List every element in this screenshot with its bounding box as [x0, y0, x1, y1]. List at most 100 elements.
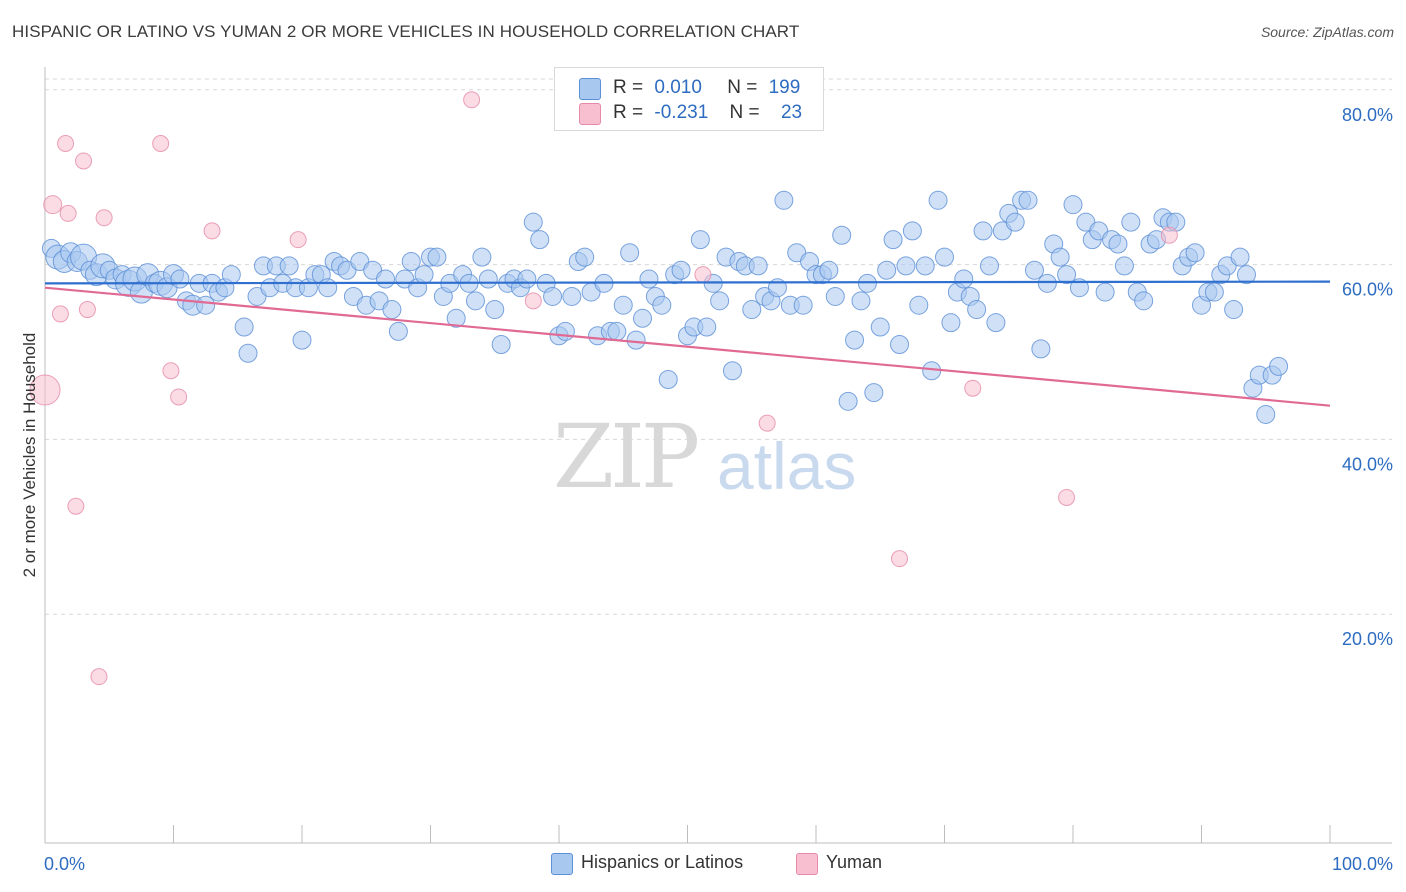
data-point [1185, 243, 1205, 263]
data-point [238, 343, 258, 363]
data-point [491, 335, 511, 355]
data-point [620, 243, 640, 263]
n-value: 199 [768, 77, 801, 98]
data-point [1230, 247, 1250, 267]
data-point [748, 256, 768, 276]
data-point [671, 260, 691, 280]
ticks [44, 825, 1331, 843]
data-point [427, 247, 447, 267]
data-point [465, 291, 485, 311]
tick-labels: 20.0% 40.0% 60.0% 80.0% 0.0% 100.0% [44, 105, 1393, 874]
data-point [819, 260, 839, 280]
data-point [883, 230, 903, 250]
data-point [697, 317, 717, 337]
legend-swatch-hispanic [551, 853, 573, 875]
data-point [382, 300, 402, 320]
data-point [234, 317, 254, 337]
trend-lines [44, 280, 1331, 407]
watermark-zip: ZIP [553, 405, 700, 508]
r-label: R = [613, 102, 644, 123]
x-tick-label: 0.0% [44, 854, 85, 874]
data-point [90, 668, 108, 686]
legend-swatch-yuman [796, 853, 818, 875]
data-point [517, 269, 537, 289]
data-point [162, 362, 180, 380]
data-point [170, 269, 190, 289]
data-point [292, 330, 312, 350]
y-tick-label: 60.0% [1342, 280, 1393, 300]
data-point [935, 247, 954, 267]
stats-swatch-hispanic [579, 78, 601, 100]
y-axis-label: 2 or more Vehicles in Household [20, 332, 39, 578]
n-value: 23 [780, 102, 803, 123]
data-point [530, 230, 550, 250]
data-point [896, 256, 916, 276]
data-point [877, 260, 897, 280]
legend-label-hispanic: Hispanics or Latinos [581, 852, 744, 872]
data-point [463, 91, 481, 109]
data-point [758, 414, 776, 432]
data-point [890, 335, 910, 355]
y-tick-label: 40.0% [1342, 454, 1393, 474]
data-point [289, 231, 307, 249]
data-point [196, 295, 216, 315]
data-point [523, 212, 543, 232]
data-point [658, 369, 678, 389]
data-point [29, 374, 61, 406]
data-point [639, 269, 659, 289]
r-value: 0.010 [654, 77, 702, 98]
data-point [652, 295, 672, 315]
data-point [1024, 260, 1044, 280]
data-point [78, 301, 96, 319]
data-point [1121, 212, 1141, 232]
source-label: Source: ZipAtlas.com [1260, 24, 1394, 40]
data-point [979, 256, 999, 276]
r-value: -0.231 [654, 102, 709, 123]
trend-line-yuman [44, 286, 1331, 407]
series-hispanic [41, 190, 1289, 424]
data-point [1031, 339, 1051, 359]
data-point [845, 330, 865, 350]
n-label: N = [729, 102, 760, 123]
data-point [607, 321, 627, 341]
data-point [613, 295, 633, 315]
data-point [973, 221, 993, 241]
data-point [575, 247, 595, 267]
data-point [279, 256, 299, 276]
data-point [793, 295, 813, 315]
data-point [690, 230, 710, 250]
data-point [864, 383, 884, 403]
data-point [67, 497, 85, 515]
r-label: R = [613, 77, 644, 98]
data-point [742, 300, 762, 320]
data-point [1058, 488, 1076, 506]
data-point [543, 286, 563, 306]
data-point [838, 391, 858, 411]
data-point [485, 300, 505, 320]
data-point [1134, 291, 1154, 311]
n-label: N = [727, 77, 758, 98]
data-point [941, 313, 961, 333]
data-point [1018, 190, 1038, 210]
data-point [832, 225, 852, 245]
data-point [967, 300, 987, 320]
data-point [203, 222, 221, 240]
data-point [472, 247, 492, 267]
data-point [43, 195, 63, 215]
data-point [57, 135, 75, 152]
series-yuman [29, 91, 1178, 686]
data-point [51, 305, 69, 323]
y-tick-label: 80.0% [1342, 105, 1393, 125]
data-point [722, 361, 742, 381]
data-point [152, 135, 170, 152]
x-tick-label: 100.0% [1332, 854, 1393, 874]
data-point [170, 388, 188, 406]
data-point [1057, 265, 1077, 285]
data-point [75, 152, 93, 170]
stats-legend: R = 0.010 N = 199 R = -0.231 N = 23 [554, 67, 824, 131]
data-point [1108, 234, 1128, 254]
data-point [964, 379, 982, 397]
data-point [95, 209, 113, 227]
data-point [562, 286, 582, 306]
